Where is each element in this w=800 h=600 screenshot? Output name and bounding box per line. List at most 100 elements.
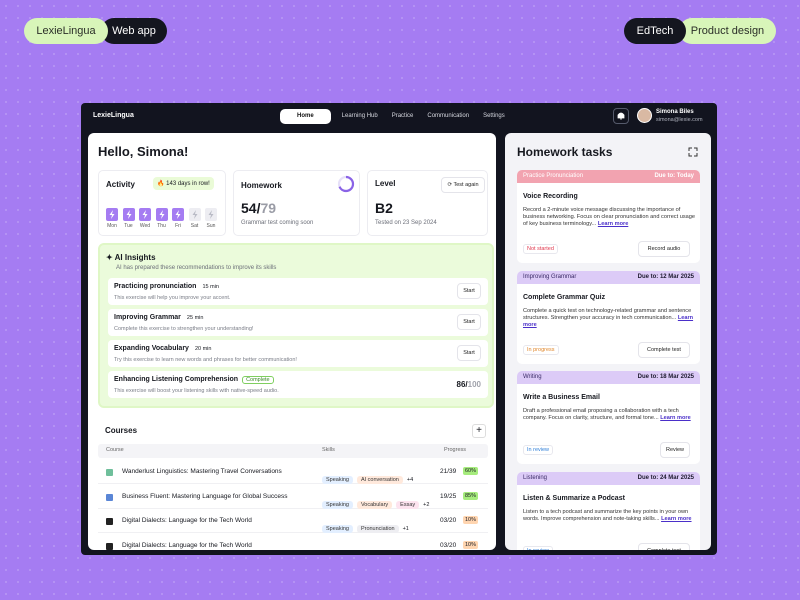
bolt-shape	[159, 210, 164, 219]
score-max: 100	[467, 380, 481, 389]
course-name[interactable]: Digital Dialects: Language for the Tech …	[122, 517, 252, 525]
task-category: Improving Grammar	[523, 273, 577, 280]
avatar[interactable]	[637, 108, 652, 123]
courses-title: Courses	[105, 426, 138, 435]
activity-card: Activity 🔥 143 days in row! Mon Tue Wed Thu…	[98, 170, 226, 236]
course-row: Digital Dialects: Language for the Tech …	[98, 536, 488, 550]
bolt	[142, 210, 148, 219]
progress-badge: 85%	[463, 491, 479, 500]
course-icon	[106, 493, 113, 501]
learn-more[interactable]: Learn more	[661, 515, 692, 522]
level-card: Level ⟳ Test again B2 Tested on 23 Sep 2…	[367, 170, 488, 236]
status: Not started	[523, 244, 558, 254]
skills: Speaking AI conversation +4	[322, 468, 413, 486]
task-action[interactable]: Record audio	[638, 241, 690, 257]
level-value: B2	[375, 200, 393, 216]
task-title: Write a Business Email	[523, 394, 600, 401]
day-icon	[172, 208, 184, 221]
more-skills: +1	[402, 526, 409, 533]
expand-icon[interactable]	[688, 147, 698, 157]
homework-tasks-panel: Homework tasks Practice Pronunciation Due…	[505, 133, 711, 550]
day-icon	[122, 208, 135, 221]
task-card: Practice Pronunciation Due to: Today Voice…	[517, 170, 700, 263]
panel-title: Homework tasks	[517, 145, 613, 159]
nav: Home Learning Hub Practice Communication Set…	[280, 109, 515, 124]
table-header	[98, 444, 488, 458]
skill-tag: Pronunciation	[356, 525, 399, 534]
bolt-shape	[175, 210, 181, 219]
task-action[interactable]: Complete test	[638, 341, 690, 358]
nav-item[interactable]: Home	[280, 109, 331, 124]
course-name[interactable]: Wanderlust Linguistics: Mastering Travel…	[122, 468, 282, 475]
homework-card: Homework 54/79 Grammar test coming soon	[233, 170, 360, 236]
course-name[interactable]: Digital Dialects: Language for the Tech …	[122, 542, 252, 550]
task-due: Due to: 12 Mar 2025	[637, 273, 694, 280]
more-skills: +2	[423, 501, 430, 508]
nav-item[interactable]: Practice	[391, 113, 414, 119]
lessons: 19/25	[440, 492, 457, 500]
progress-badge: 60%	[463, 467, 479, 475]
ring-progress	[337, 175, 355, 193]
test-again-button[interactable]: ⟳ Test again	[441, 177, 485, 193]
card-title: Activity	[106, 180, 135, 189]
bolt	[109, 210, 115, 219]
day-label: Tue	[124, 223, 133, 229]
course-icon	[106, 469, 113, 476]
tag: EdTech	[624, 18, 686, 44]
task-action[interactable]: Complete test	[638, 542, 690, 551]
label: Complete test	[647, 548, 681, 551]
nav-item[interactable]: Communication	[427, 113, 470, 119]
nav-item[interactable]: Learning Hub	[341, 113, 378, 119]
task-header: Practice Pronunciation Due to: Today	[517, 170, 700, 183]
day-label: Sun	[206, 223, 216, 229]
bolt	[208, 210, 214, 219]
task-action[interactable]: Review	[660, 442, 690, 458]
column-header: Progress	[444, 447, 467, 453]
badge: Complete	[242, 376, 274, 384]
add-course[interactable]: +	[472, 424, 486, 438]
progress-badge: 10%	[463, 516, 479, 525]
tag: LexieLingua	[24, 18, 108, 44]
start-button[interactable]: Start	[457, 314, 481, 330]
text: Draft a professional email proposing a c…	[523, 408, 679, 422]
insight-title: Improving Grammar 25 min	[114, 314, 203, 321]
skill-tag: AI conversation	[356, 476, 403, 484]
progress-badge: 10%	[463, 541, 479, 550]
skill-tag: Essay	[396, 500, 420, 509]
lessons: 21/39	[440, 468, 457, 475]
insight-item: Expanding Vocabulary 20 min Try this exerc…	[108, 340, 488, 367]
learn-more[interactable]: Learn more	[597, 221, 629, 228]
bolt	[175, 210, 181, 219]
start-button[interactable]: Start	[457, 283, 481, 299]
ai-title: ✦ AI Insights	[106, 253, 156, 262]
column-header: Skills	[322, 447, 335, 453]
ai-subtitle: AI has prepared these recommendations to…	[116, 265, 277, 271]
done: 54	[241, 200, 257, 216]
task-header: Listening Due to: 24 Mar 2025	[517, 471, 700, 485]
day-icon	[188, 208, 201, 221]
bolt-shape	[142, 210, 148, 219]
learn-more[interactable]: Learn more	[523, 314, 694, 328]
task-description: Complete a quick test on technology-rela…	[523, 308, 695, 330]
start-button[interactable]: Start	[457, 345, 481, 361]
title: Improving Grammar	[114, 314, 181, 321]
skill-tag: Vocabulary	[356, 500, 393, 509]
task-category: Writing	[523, 374, 542, 380]
notifications[interactable]	[613, 108, 629, 124]
label: Complete test	[647, 346, 681, 353]
nav-item[interactable]: Settings	[483, 113, 505, 119]
streak: 🔥 143 days in row!	[153, 177, 214, 190]
task-description: Listen to a tech podcast and summarize t…	[523, 509, 695, 523]
insight-description: Complete this exercise to strengthen you…	[114, 326, 254, 332]
score: 86/100	[456, 380, 482, 389]
insight-title: Expanding Vocabulary 20 min	[114, 345, 211, 352]
tag: Product design	[679, 18, 776, 44]
status: In review	[523, 545, 554, 550]
bolt	[126, 210, 131, 219]
card-title: Homework	[241, 181, 282, 190]
task-description: Record a 2-minute voice message discussi…	[523, 207, 695, 229]
task-card: Writing Due to: 18 Mar 2025 Write a Busine…	[517, 371, 700, 464]
course-name[interactable]: Business Fluent: Mastering Language for …	[122, 492, 288, 500]
learn-more[interactable]: Learn more	[660, 415, 691, 422]
progress-ring	[337, 175, 355, 193]
